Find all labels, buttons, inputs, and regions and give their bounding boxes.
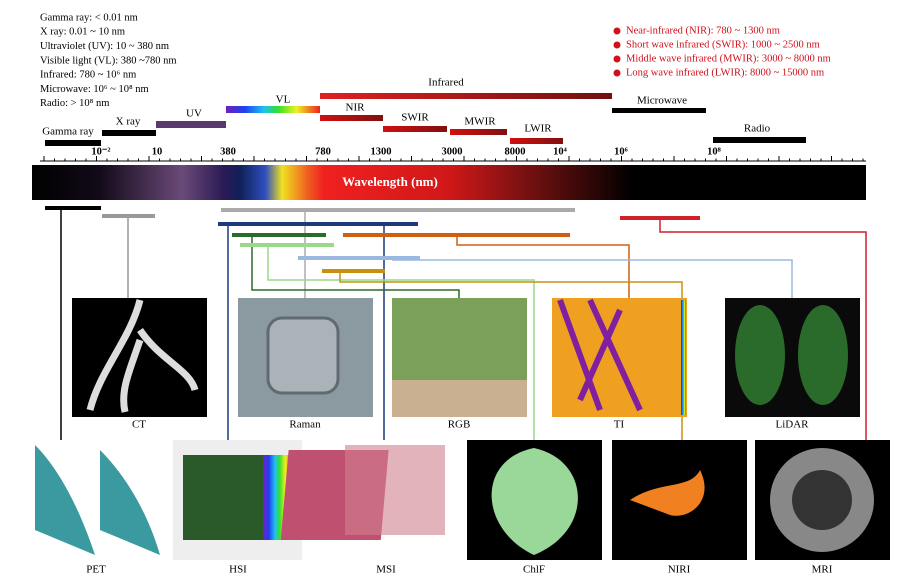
band-label: LWIR	[524, 123, 552, 135]
sensor-label: MRI	[812, 564, 833, 576]
legend-bullet	[613, 27, 621, 35]
sensor-label: HSI	[229, 564, 247, 576]
band-label: X ray	[116, 116, 141, 128]
scale-label: 3000	[442, 146, 463, 157]
band-label: VL	[276, 94, 291, 106]
scale-label: 780	[315, 146, 331, 157]
sensor-label: Raman	[289, 419, 321, 431]
legend-item: X ray: 0.01 ~ 10 nm	[40, 27, 125, 38]
sensor-label: TI	[614, 419, 625, 431]
legend-bullet	[613, 69, 621, 77]
scale-label: 10⁴	[553, 146, 568, 157]
band-label: SWIR	[401, 112, 429, 124]
sensor-label: NIRI	[668, 564, 691, 576]
sensor-label: MSI	[376, 564, 396, 576]
scale-label: 10⁸	[707, 146, 721, 157]
band-label: MWIR	[464, 116, 496, 128]
band-label: Infrared	[428, 77, 464, 89]
legend-item: Microwave: 10⁶ ~ 10⁸ nm	[40, 84, 149, 95]
legend-item: Infrared: 780 ~ 10⁶ nm	[40, 70, 136, 81]
band-label: UV	[186, 108, 202, 120]
scale-label: 8000	[505, 146, 526, 157]
band-label: Radio	[744, 123, 771, 135]
band-label: NIR	[346, 102, 366, 114]
legend-item: Gamma ray: < 0.01 nm	[40, 12, 138, 23]
spectrum-bar	[32, 165, 866, 200]
legend-item: Short wave infrared (SWIR): 1000 ~ 2500 …	[626, 39, 820, 50]
sensor-label: LiDAR	[776, 419, 810, 431]
axis-label: Wavelength (nm)	[342, 174, 438, 189]
band-bars	[45, 93, 806, 146]
sensor-label: RGB	[448, 419, 471, 431]
sensor-label: CT	[132, 419, 146, 431]
scale-label: 1300	[371, 146, 392, 157]
scale-label: 10	[152, 146, 163, 157]
band-label: Gamma ray	[42, 126, 94, 138]
legend-item: Radio: > 10⁸ nm	[40, 98, 109, 109]
legend-item: Long wave infrared (LWIR): 8000 ~ 15000 …	[626, 67, 824, 78]
scale-label: 10⁶	[614, 146, 628, 157]
sensor-label: PET	[86, 564, 106, 576]
band-label: Microwave	[637, 95, 687, 107]
legend-bullet	[613, 41, 621, 49]
scale-label: 380	[220, 146, 236, 157]
connectors	[45, 206, 867, 440]
legend-item: Ultraviolet (UV): 10 ~ 380 nm	[40, 41, 169, 52]
legend-item: Near-infrared (NIR): 780 ~ 1300 nm	[626, 25, 780, 36]
scale-label: 10⁻²	[91, 146, 110, 157]
images	[35, 298, 890, 560]
legend-item: Visible light (VL): 380 ~780 nm	[40, 55, 177, 66]
legend-item: Middle wave infrared (MWIR): 3000 ~ 8000…	[626, 53, 831, 64]
sensor-label: ChlF	[523, 564, 545, 576]
legend-bullet	[613, 55, 621, 63]
